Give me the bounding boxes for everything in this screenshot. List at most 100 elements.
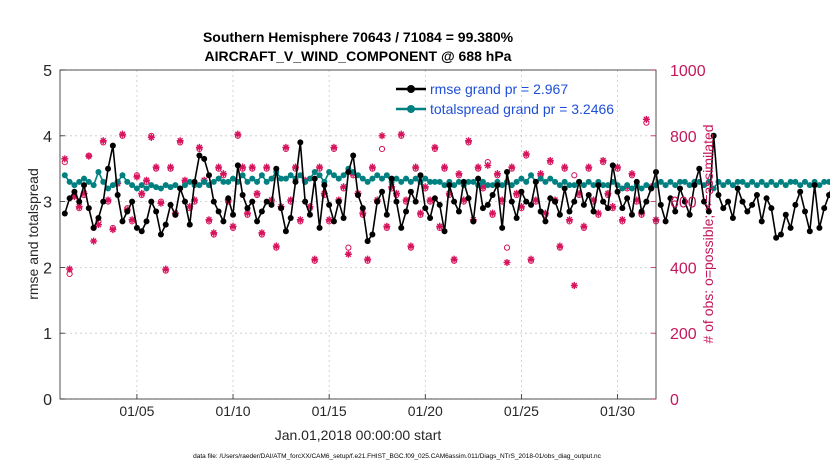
rmse-marker xyxy=(345,168,352,175)
totalspread-marker xyxy=(215,175,222,182)
totalspread-marker xyxy=(210,178,217,185)
totalspread-marker xyxy=(220,178,227,185)
obs-possible-marker xyxy=(345,244,352,251)
totalspread-marker xyxy=(537,175,544,182)
rmse-marker xyxy=(316,224,323,231)
totalspread-marker xyxy=(643,182,650,189)
totalspread-marker xyxy=(249,175,256,182)
totalspread-marker xyxy=(244,178,251,185)
obs-assimilated-marker xyxy=(325,216,333,224)
rmse-marker xyxy=(585,192,592,199)
obs-assimilated-marker xyxy=(344,250,352,258)
x-tick-label: 01/20 xyxy=(408,403,443,419)
rmse-marker xyxy=(499,224,506,231)
totalspread-marker xyxy=(340,172,347,179)
x-tick-label: 01/05 xyxy=(119,403,154,419)
totalspread-marker xyxy=(398,178,405,185)
rmse-marker xyxy=(129,198,136,205)
obs-assimilated-marker xyxy=(599,156,607,164)
x-tick-label: 01/25 xyxy=(504,403,539,419)
obs-assimilated-marker xyxy=(234,130,242,138)
obs-assimilated-marker xyxy=(517,203,525,211)
totalspread-marker xyxy=(162,182,169,189)
chart-title-line2: AIRCRAFT_V_WIND_COMPONENT @ 688 hPa xyxy=(205,48,512,64)
totalspread-marker xyxy=(359,175,366,182)
obs-assimilated-marker xyxy=(532,196,540,204)
totalspread-marker xyxy=(523,178,530,185)
totalspread-marker xyxy=(407,178,414,185)
rmse-marker xyxy=(172,211,179,218)
obs-assimilated-marker xyxy=(138,189,146,197)
rmse-marker xyxy=(576,178,583,185)
totalspread-marker xyxy=(393,175,400,182)
totalspread-marker xyxy=(109,182,116,189)
totalspread-marker xyxy=(465,178,472,185)
rmse-marker xyxy=(206,172,212,179)
obs-assimilated-marker xyxy=(392,189,400,197)
rmse-marker xyxy=(157,231,164,238)
obs-assimilated-marker xyxy=(90,237,98,245)
rmse-marker xyxy=(643,198,650,205)
rmse-marker xyxy=(657,201,664,208)
obs-assimilated-marker xyxy=(460,196,468,204)
totalspread-marker xyxy=(657,178,664,185)
rmse-marker xyxy=(167,201,174,208)
totalspread-marker xyxy=(335,175,342,182)
totalspread-marker xyxy=(268,175,275,182)
rmse-marker xyxy=(148,198,155,205)
rmse-marker xyxy=(686,211,693,218)
rmse-marker xyxy=(66,195,73,202)
totalspread-marker xyxy=(105,185,112,192)
rmse-marker xyxy=(287,215,294,222)
obs-assimilated-marker xyxy=(229,222,237,230)
obs-assimilated-marker xyxy=(541,209,549,217)
obs-possible-marker xyxy=(378,145,386,153)
rmse-marker xyxy=(90,224,97,231)
rmse-marker xyxy=(566,208,573,215)
obs-possible-marker xyxy=(503,244,511,251)
totalspread-marker xyxy=(513,178,520,185)
rmse-marker xyxy=(777,231,784,238)
rmse-marker xyxy=(143,218,150,225)
totalspread-marker xyxy=(667,178,674,185)
y-left-tick-label: 5 xyxy=(43,63,52,80)
x-tick-label: 01/10 xyxy=(216,403,251,419)
obs-assimilated-marker xyxy=(642,115,650,123)
rmse-marker xyxy=(792,201,799,208)
totalspread-marker xyxy=(297,172,304,179)
legend-rmse-marker xyxy=(407,85,415,93)
totalspread-marker xyxy=(787,178,794,185)
totalspread-marker xyxy=(797,182,804,189)
rmse-marker xyxy=(532,178,539,185)
obs-assimilated-marker xyxy=(498,196,506,204)
totalspread-marker xyxy=(725,178,732,185)
rmse-marker xyxy=(600,198,607,205)
rmse-marker xyxy=(311,175,318,182)
totalspread-marker xyxy=(311,168,318,175)
chart-title-line1: Southern Hemisphere 70643 / 71084 = 99.3… xyxy=(203,29,514,45)
totalspread-marker xyxy=(826,178,830,185)
rmse-marker xyxy=(494,182,501,189)
rmse-marker xyxy=(672,208,679,215)
obs-assimilated-marker xyxy=(272,242,280,250)
rmse-marker xyxy=(196,152,203,159)
totalspread-marker xyxy=(734,178,741,185)
rmse-marker xyxy=(523,198,530,205)
rmse-marker xyxy=(734,185,741,192)
totalspread-marker xyxy=(138,182,145,189)
obs-assimilated-marker xyxy=(181,176,189,184)
rmse-marker xyxy=(465,195,472,202)
y-right-tick-label: 0 xyxy=(670,392,679,409)
obs-assimilated-marker xyxy=(176,137,184,145)
rmse-marker xyxy=(773,234,780,241)
rmse-marker xyxy=(504,168,510,175)
totalspread-marker xyxy=(263,178,270,185)
rmse-marker xyxy=(364,238,371,245)
totalspread-marker xyxy=(600,182,607,189)
obs-assimilated-marker xyxy=(474,163,482,171)
totalspread-marker xyxy=(85,178,92,185)
totalspread-marker xyxy=(556,182,563,189)
rmse-marker xyxy=(379,188,386,195)
obs-assimilated-marker xyxy=(580,222,588,230)
obs-assimilated-marker xyxy=(167,163,175,171)
